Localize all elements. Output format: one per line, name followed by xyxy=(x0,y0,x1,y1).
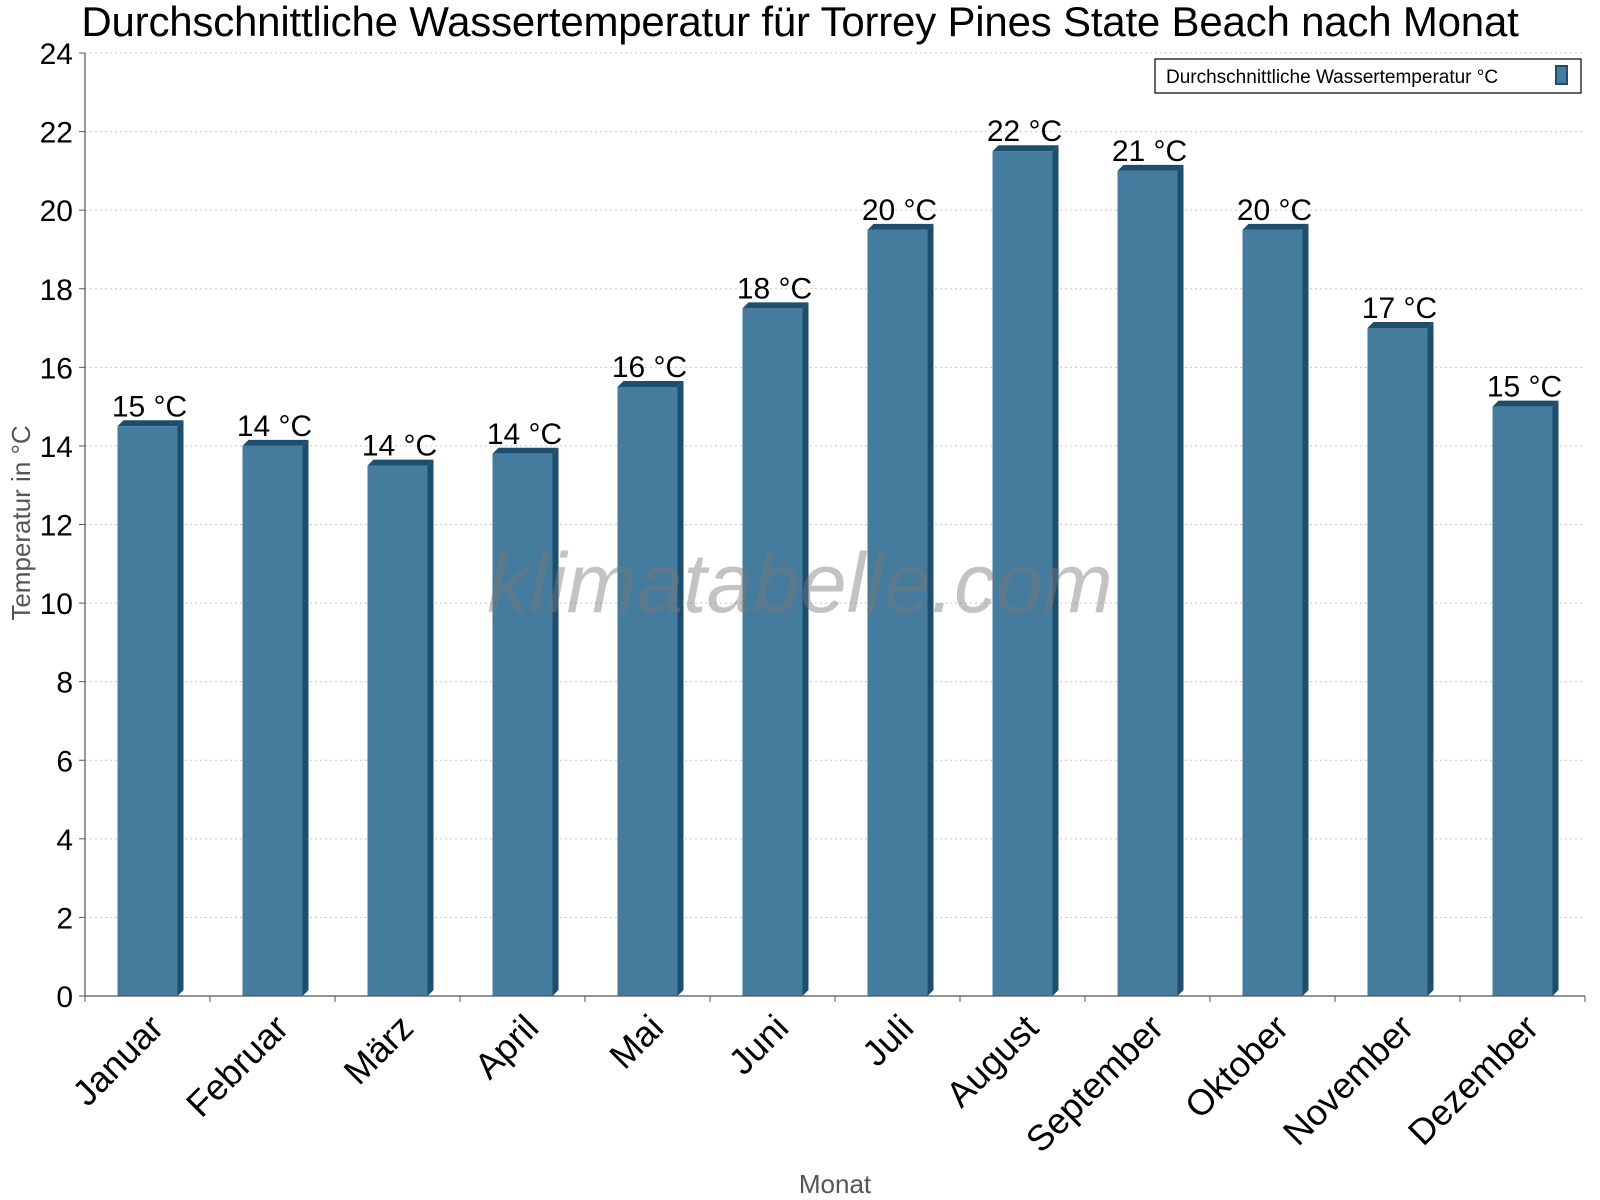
data-label: 15 °C xyxy=(112,390,187,423)
data-label: 22 °C xyxy=(987,115,1062,148)
y-axis-title: Temperatur in °C xyxy=(6,425,36,620)
bar xyxy=(1492,406,1553,996)
x-tick-label: September xyxy=(1018,1007,1172,1161)
data-label: 20 °C xyxy=(862,194,937,227)
y-tick-label: 24 xyxy=(40,38,73,71)
bar xyxy=(992,151,1053,996)
data-label: 14 °C xyxy=(362,430,437,463)
bar-top xyxy=(242,439,309,446)
bar xyxy=(617,386,678,997)
x-tick-label: August xyxy=(938,1007,1046,1115)
bar-side xyxy=(1052,145,1059,996)
y-tick-label: 14 xyxy=(40,431,73,464)
bar-top xyxy=(742,302,809,309)
y-tick-label: 18 xyxy=(40,274,73,307)
bar xyxy=(117,426,178,996)
data-label: 17 °C xyxy=(1362,292,1437,325)
bar xyxy=(492,453,553,996)
bar-side xyxy=(177,420,184,996)
chart-title: Durchschnittliche Wassertemperatur für T… xyxy=(81,0,1519,45)
y-tick-label: 22 xyxy=(40,117,73,150)
data-label: 14 °C xyxy=(237,410,312,443)
legend: Durchschnittliche Wassertemperatur °C xyxy=(1154,58,1582,94)
bar-side xyxy=(1552,400,1559,996)
y-tick-label: 4 xyxy=(56,824,73,857)
data-label: 15 °C xyxy=(1487,371,1562,404)
y-tick-label: 8 xyxy=(56,667,73,700)
bar xyxy=(1117,170,1178,996)
bar-top xyxy=(117,420,184,427)
x-tick-label: November xyxy=(1275,1007,1421,1153)
x-tick-label: Juni xyxy=(720,1007,796,1083)
y-tick-label: 2 xyxy=(56,902,73,935)
bar xyxy=(242,445,303,997)
legend-swatch xyxy=(1555,65,1568,85)
y-tick-label: 0 xyxy=(56,981,73,1014)
bars xyxy=(117,145,1559,997)
x-tick-label: Juli xyxy=(854,1007,921,1074)
watermark: klimatabelle.com xyxy=(487,536,1113,630)
bar-side xyxy=(802,302,809,996)
bar-top xyxy=(367,459,434,466)
bar-side xyxy=(302,439,309,997)
bar-side xyxy=(1427,322,1434,997)
bar-top xyxy=(867,223,934,230)
data-label: 16 °C xyxy=(612,351,687,384)
bar-top xyxy=(492,447,559,454)
bar xyxy=(1367,328,1428,997)
x-axis-title: Monat xyxy=(799,1169,872,1199)
bar-top xyxy=(617,380,684,387)
x-tick-label: Oktober xyxy=(1177,1007,1297,1127)
data-label: 21 °C xyxy=(1112,135,1187,168)
data-label: 14 °C xyxy=(487,418,562,451)
legend-box xyxy=(1154,58,1582,94)
grid-lines xyxy=(85,52,1585,918)
bar xyxy=(1242,229,1303,996)
bar xyxy=(742,308,803,996)
y-tick-label: 6 xyxy=(56,745,73,778)
bar xyxy=(367,465,428,996)
bar-side xyxy=(1302,223,1309,996)
bar-top xyxy=(1367,322,1434,329)
x-tick-label: Dezember xyxy=(1400,1007,1546,1153)
bar-top xyxy=(992,145,1059,152)
bar-side xyxy=(427,459,434,996)
y-tick-label: 16 xyxy=(40,352,73,385)
bar-top xyxy=(1117,164,1184,171)
axes xyxy=(79,52,1586,1002)
x-tick-label: Mai xyxy=(601,1007,671,1077)
y-tick-label: 12 xyxy=(40,510,73,543)
bar-side xyxy=(1177,164,1184,996)
bar-side xyxy=(677,380,684,997)
x-tick-label: Januar xyxy=(64,1007,171,1114)
bar-side xyxy=(927,223,934,996)
x-tick-label: April xyxy=(466,1007,546,1087)
y-tick-label: 10 xyxy=(40,588,73,621)
bar-side xyxy=(552,447,559,996)
legend-label: Durchschnittliche Wassertemperatur °C xyxy=(1166,67,1498,88)
x-tick-label: Februar xyxy=(178,1007,296,1125)
data-label: 20 °C xyxy=(1237,194,1312,227)
bar-top xyxy=(1492,400,1559,407)
x-tick-label: März xyxy=(336,1007,422,1093)
bar-top xyxy=(1242,223,1309,230)
bar xyxy=(867,229,928,996)
y-tick-label: 20 xyxy=(40,195,73,228)
data-label: 18 °C xyxy=(737,272,812,305)
